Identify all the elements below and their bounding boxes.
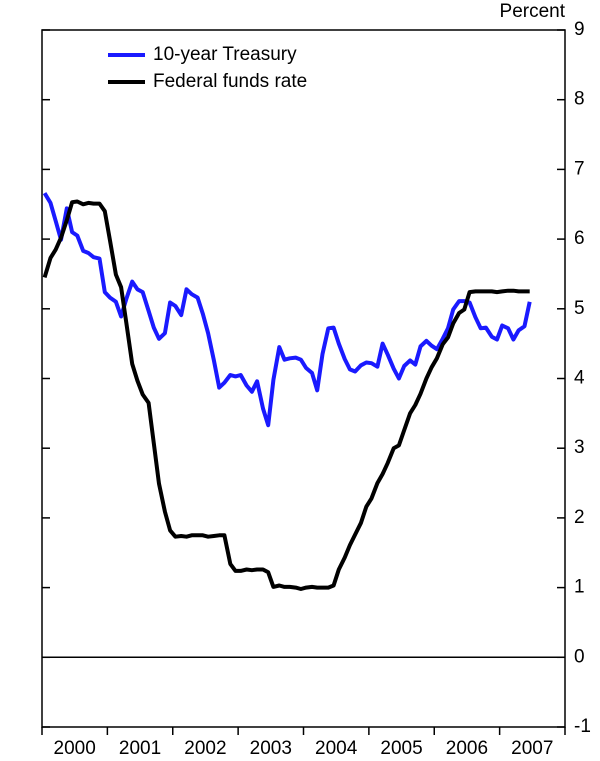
x-tick-label: 2006 [446,738,488,759]
series-line [42,199,530,591]
legend-label: 10-year Treasury [153,44,297,65]
y-tick-label: 5 [574,298,585,319]
y-tick-label: -1 [574,716,591,737]
y-tick-label: 9 [574,19,585,40]
legend-label: Federal funds rate [153,71,307,92]
plot-frame [41,29,566,728]
y-tick-label: 3 [574,437,585,458]
x-tick-label: 2003 [250,738,292,759]
x-tick-label: 2001 [119,738,161,759]
y-tick-label: 2 [574,507,585,528]
y-tick-label: 7 [574,158,585,179]
y-tick-label: 8 [574,89,585,110]
y-tick-label: 6 [574,228,585,249]
series-line [42,192,532,428]
x-tick-label: 2005 [380,738,422,759]
y-tick-label: 1 [574,577,585,598]
x-tick-label: 2004 [315,738,358,759]
x-tick-label: 2002 [184,738,226,759]
y-axis-label: Percent [500,1,566,22]
x-tick-label: 2007 [511,738,553,759]
y-tick-label: 0 [574,646,585,667]
x-tick-label: 2000 [54,738,96,759]
y-tick-label: 4 [574,368,585,389]
